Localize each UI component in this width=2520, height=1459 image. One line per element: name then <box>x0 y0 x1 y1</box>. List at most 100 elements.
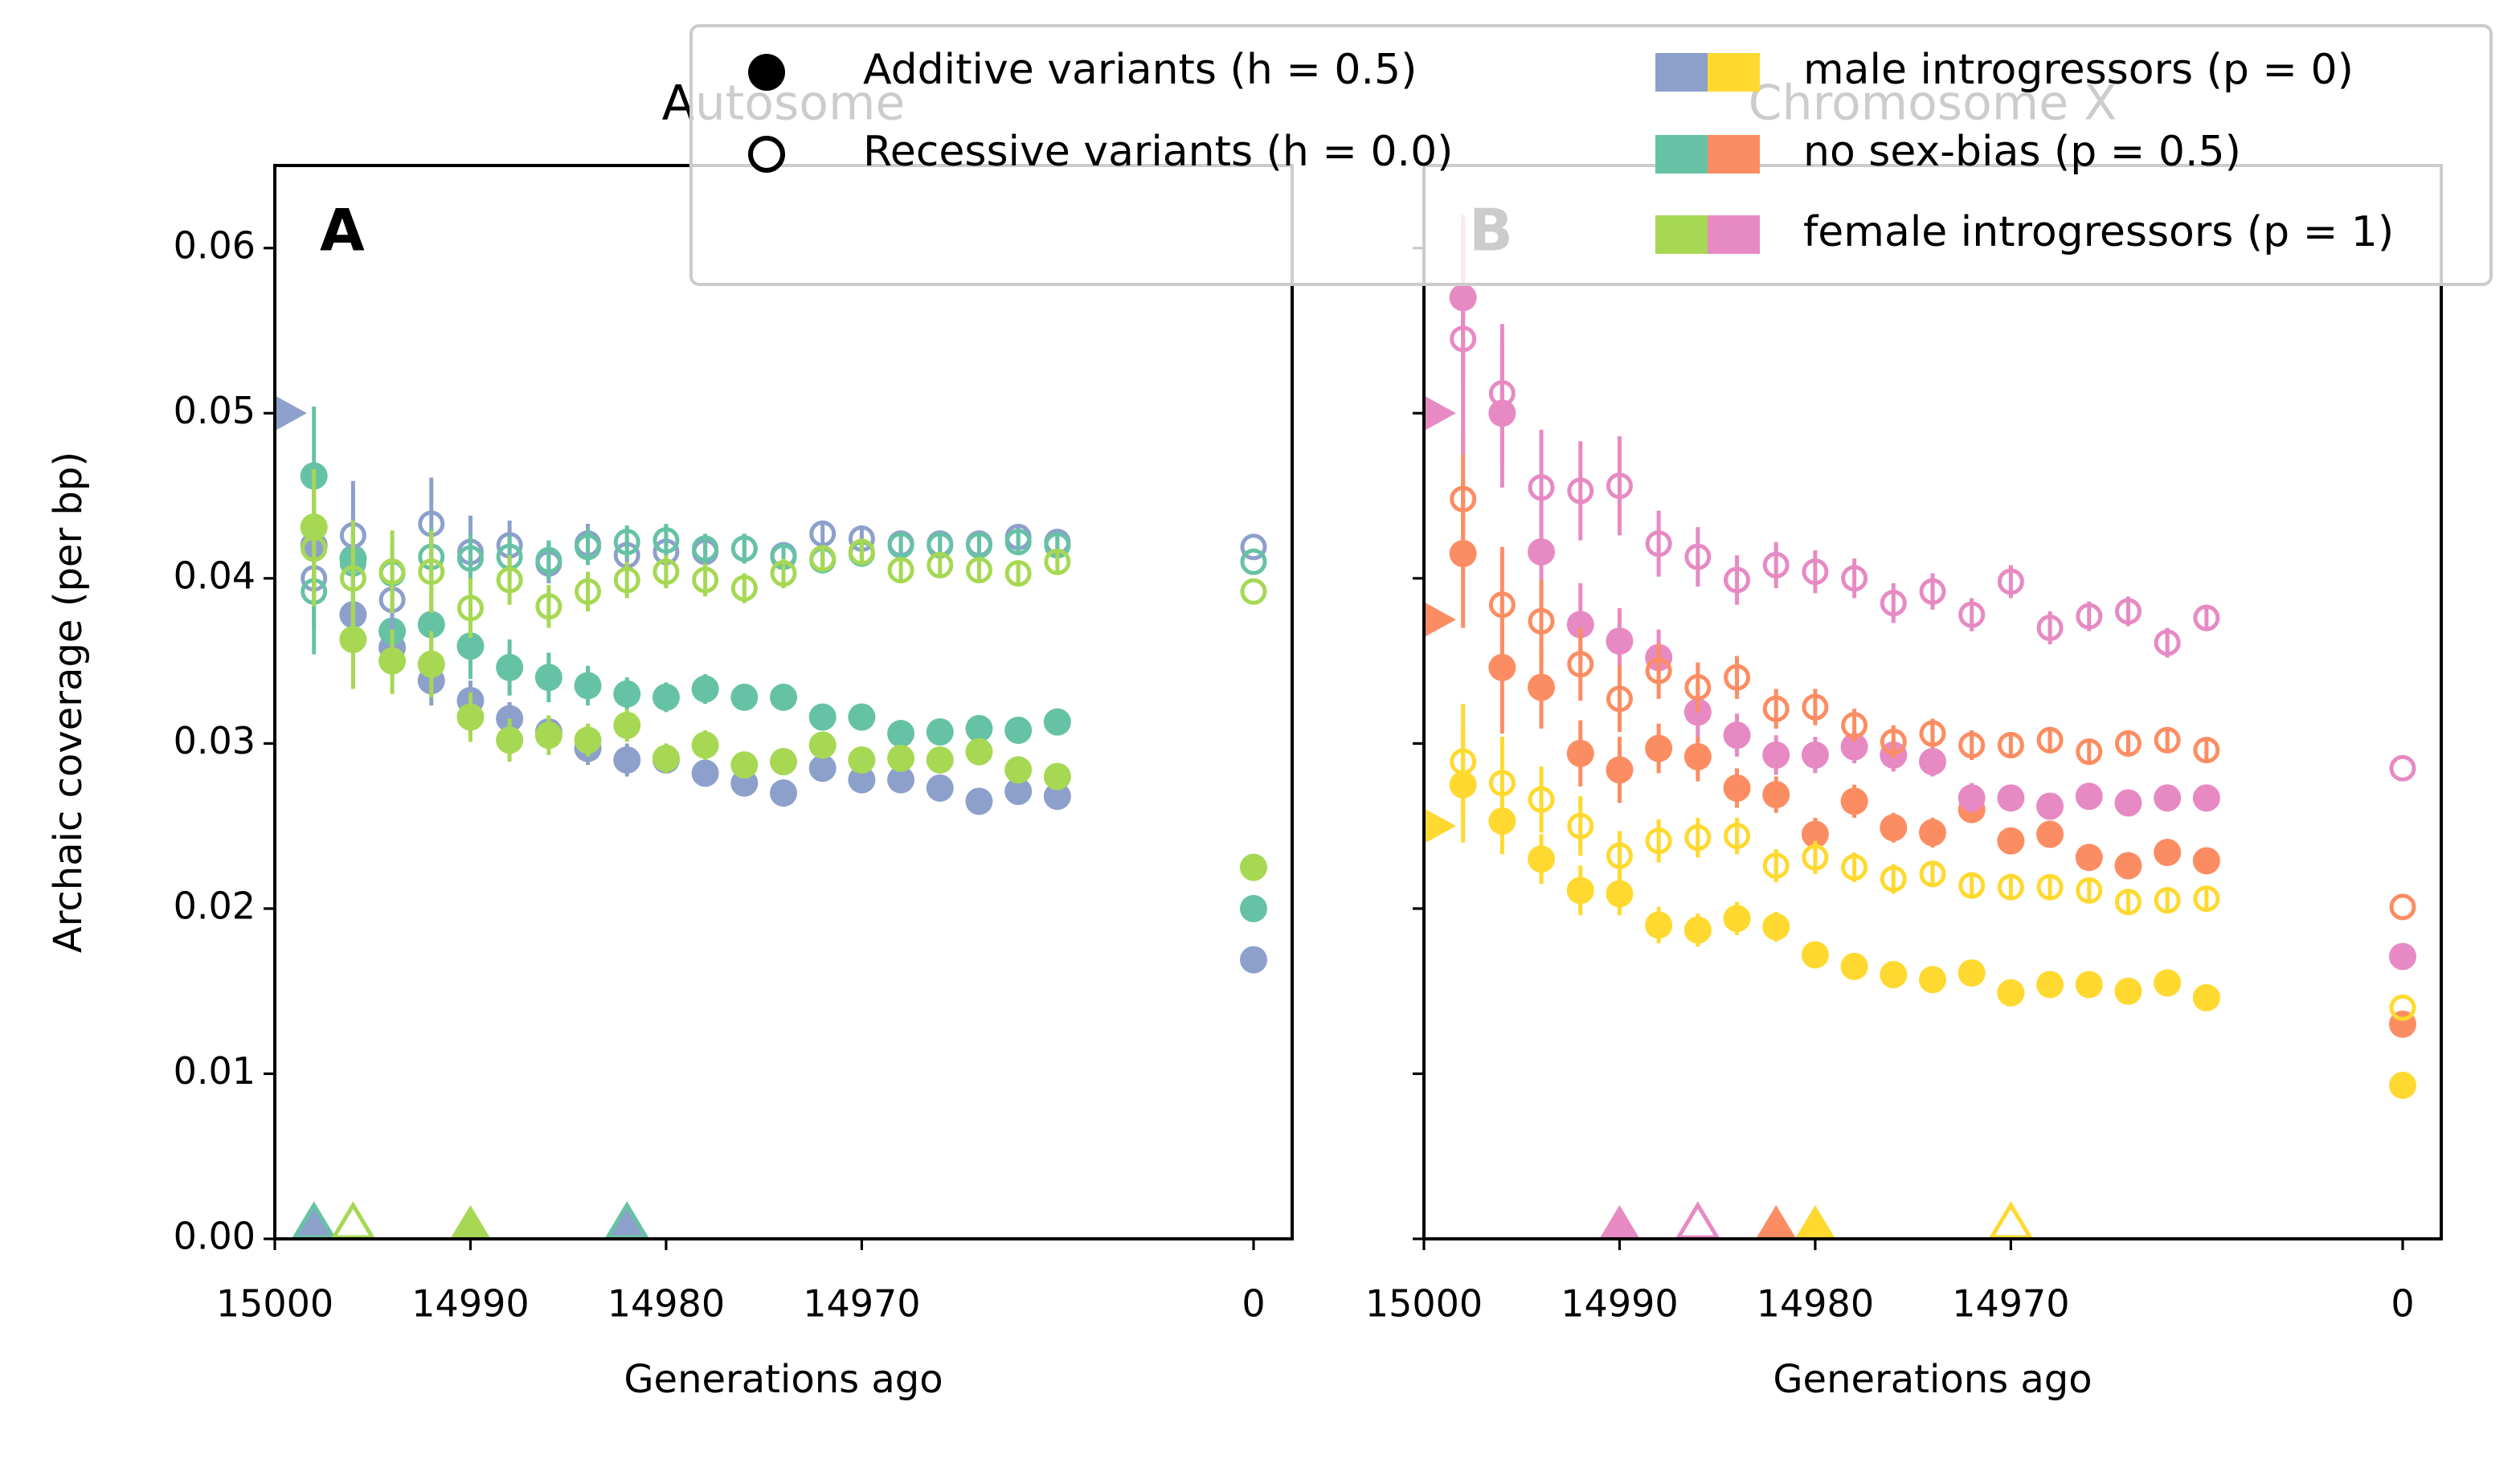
hollow-point <box>2076 738 2103 766</box>
legend-label: female introgressors (p = 1) <box>1803 208 2394 256</box>
point <box>652 744 680 772</box>
present-hollow-point <box>2389 893 2416 921</box>
point <box>1566 739 1594 767</box>
point <box>1606 880 1634 908</box>
hollow-point <box>1528 786 1555 813</box>
present-hollow-point <box>1240 578 1267 605</box>
hollow-point <box>1528 607 1555 635</box>
y-marker <box>275 395 307 431</box>
point <box>1043 762 1071 791</box>
point <box>1606 627 1634 655</box>
hollow-point <box>1044 548 1071 575</box>
hollow-point <box>2154 629 2181 656</box>
hollow-point <box>535 593 562 620</box>
point <box>1958 959 1986 987</box>
point <box>1683 742 1712 770</box>
point <box>2075 783 2103 811</box>
hollow-point <box>1762 551 1790 578</box>
hollow-point <box>1684 674 1712 701</box>
point <box>1880 814 1908 842</box>
point <box>808 754 837 783</box>
hollow-point <box>1567 651 1594 678</box>
point <box>926 717 954 746</box>
point <box>1566 877 1594 905</box>
point <box>613 711 641 739</box>
x-tick-label: 14990 <box>411 1282 529 1326</box>
point <box>1004 756 1033 784</box>
hollow-point <box>1606 685 1633 713</box>
y-marker <box>1424 395 1456 431</box>
point <box>1762 741 1790 769</box>
point <box>2114 977 2142 1005</box>
point <box>2154 839 2182 867</box>
point <box>808 703 837 731</box>
point <box>926 774 954 802</box>
point <box>770 779 797 807</box>
hollow-point <box>927 551 954 578</box>
point <box>848 766 876 794</box>
x-tick-label: 14970 <box>1952 1282 2069 1326</box>
x-axis-label: Generations ago <box>624 1357 943 1402</box>
point <box>417 611 445 639</box>
point <box>2036 792 2064 820</box>
legend-label: Additive variants (h = 0.5) <box>863 46 1417 94</box>
point <box>1566 611 1594 639</box>
point <box>574 726 602 754</box>
hollow-point <box>770 560 797 587</box>
point <box>534 664 562 692</box>
point <box>691 675 719 703</box>
point <box>1919 966 1946 994</box>
hollow-point <box>1724 566 1751 594</box>
x-marker <box>1757 1205 1796 1237</box>
hollow-point <box>1919 720 1946 747</box>
hollow-point <box>378 558 406 586</box>
hollow-point <box>1919 860 1946 888</box>
x-marker <box>608 1205 647 1237</box>
point <box>691 731 719 759</box>
hollow-point <box>1802 844 1829 871</box>
hollow-point <box>2114 889 2142 916</box>
point <box>1958 784 1986 812</box>
hollow-point <box>1567 477 1594 505</box>
point <box>496 726 524 754</box>
y-tick-label: 0.02 <box>174 884 256 927</box>
hollow-point <box>1004 560 1032 587</box>
hollow-point <box>652 558 680 586</box>
hollow-point <box>887 532 914 559</box>
point <box>770 683 797 711</box>
hollow-point <box>887 557 914 584</box>
x-tick-label: 14970 <box>803 1282 920 1326</box>
point <box>1919 747 1946 775</box>
hollow-point <box>1724 822 1751 849</box>
hollow-point <box>1997 731 2024 758</box>
point <box>1723 721 1751 750</box>
hollow-point <box>1567 812 1594 840</box>
point <box>2192 847 2220 875</box>
present-point <box>2389 1071 2416 1099</box>
present-hollow-point <box>2389 754 2416 782</box>
hollow-point <box>2193 737 2220 764</box>
point <box>887 766 915 794</box>
hollow-point <box>2154 726 2181 754</box>
x-tick-label: 14980 <box>608 1282 725 1326</box>
point <box>1488 653 1516 681</box>
point <box>887 720 915 748</box>
hollow-point <box>965 532 992 559</box>
legend-marker <box>748 54 785 91</box>
point <box>1043 783 1071 811</box>
y-tick-label: 0.05 <box>174 389 256 432</box>
hollow-point <box>1997 568 2024 595</box>
x-axis-label: Generations ago <box>1773 1357 2092 1402</box>
point <box>965 714 993 742</box>
hollow-point <box>1488 591 1516 619</box>
point <box>1645 734 1673 762</box>
y-marker <box>1424 602 1456 638</box>
hollow-point <box>730 535 758 562</box>
hollow-point <box>1528 474 1555 501</box>
y-tick-label: 0.00 <box>174 1215 256 1258</box>
y-marker <box>1424 808 1456 844</box>
present-point <box>1240 894 1267 922</box>
point <box>1606 756 1634 784</box>
point <box>1043 708 1071 736</box>
hollow-point <box>848 538 875 566</box>
